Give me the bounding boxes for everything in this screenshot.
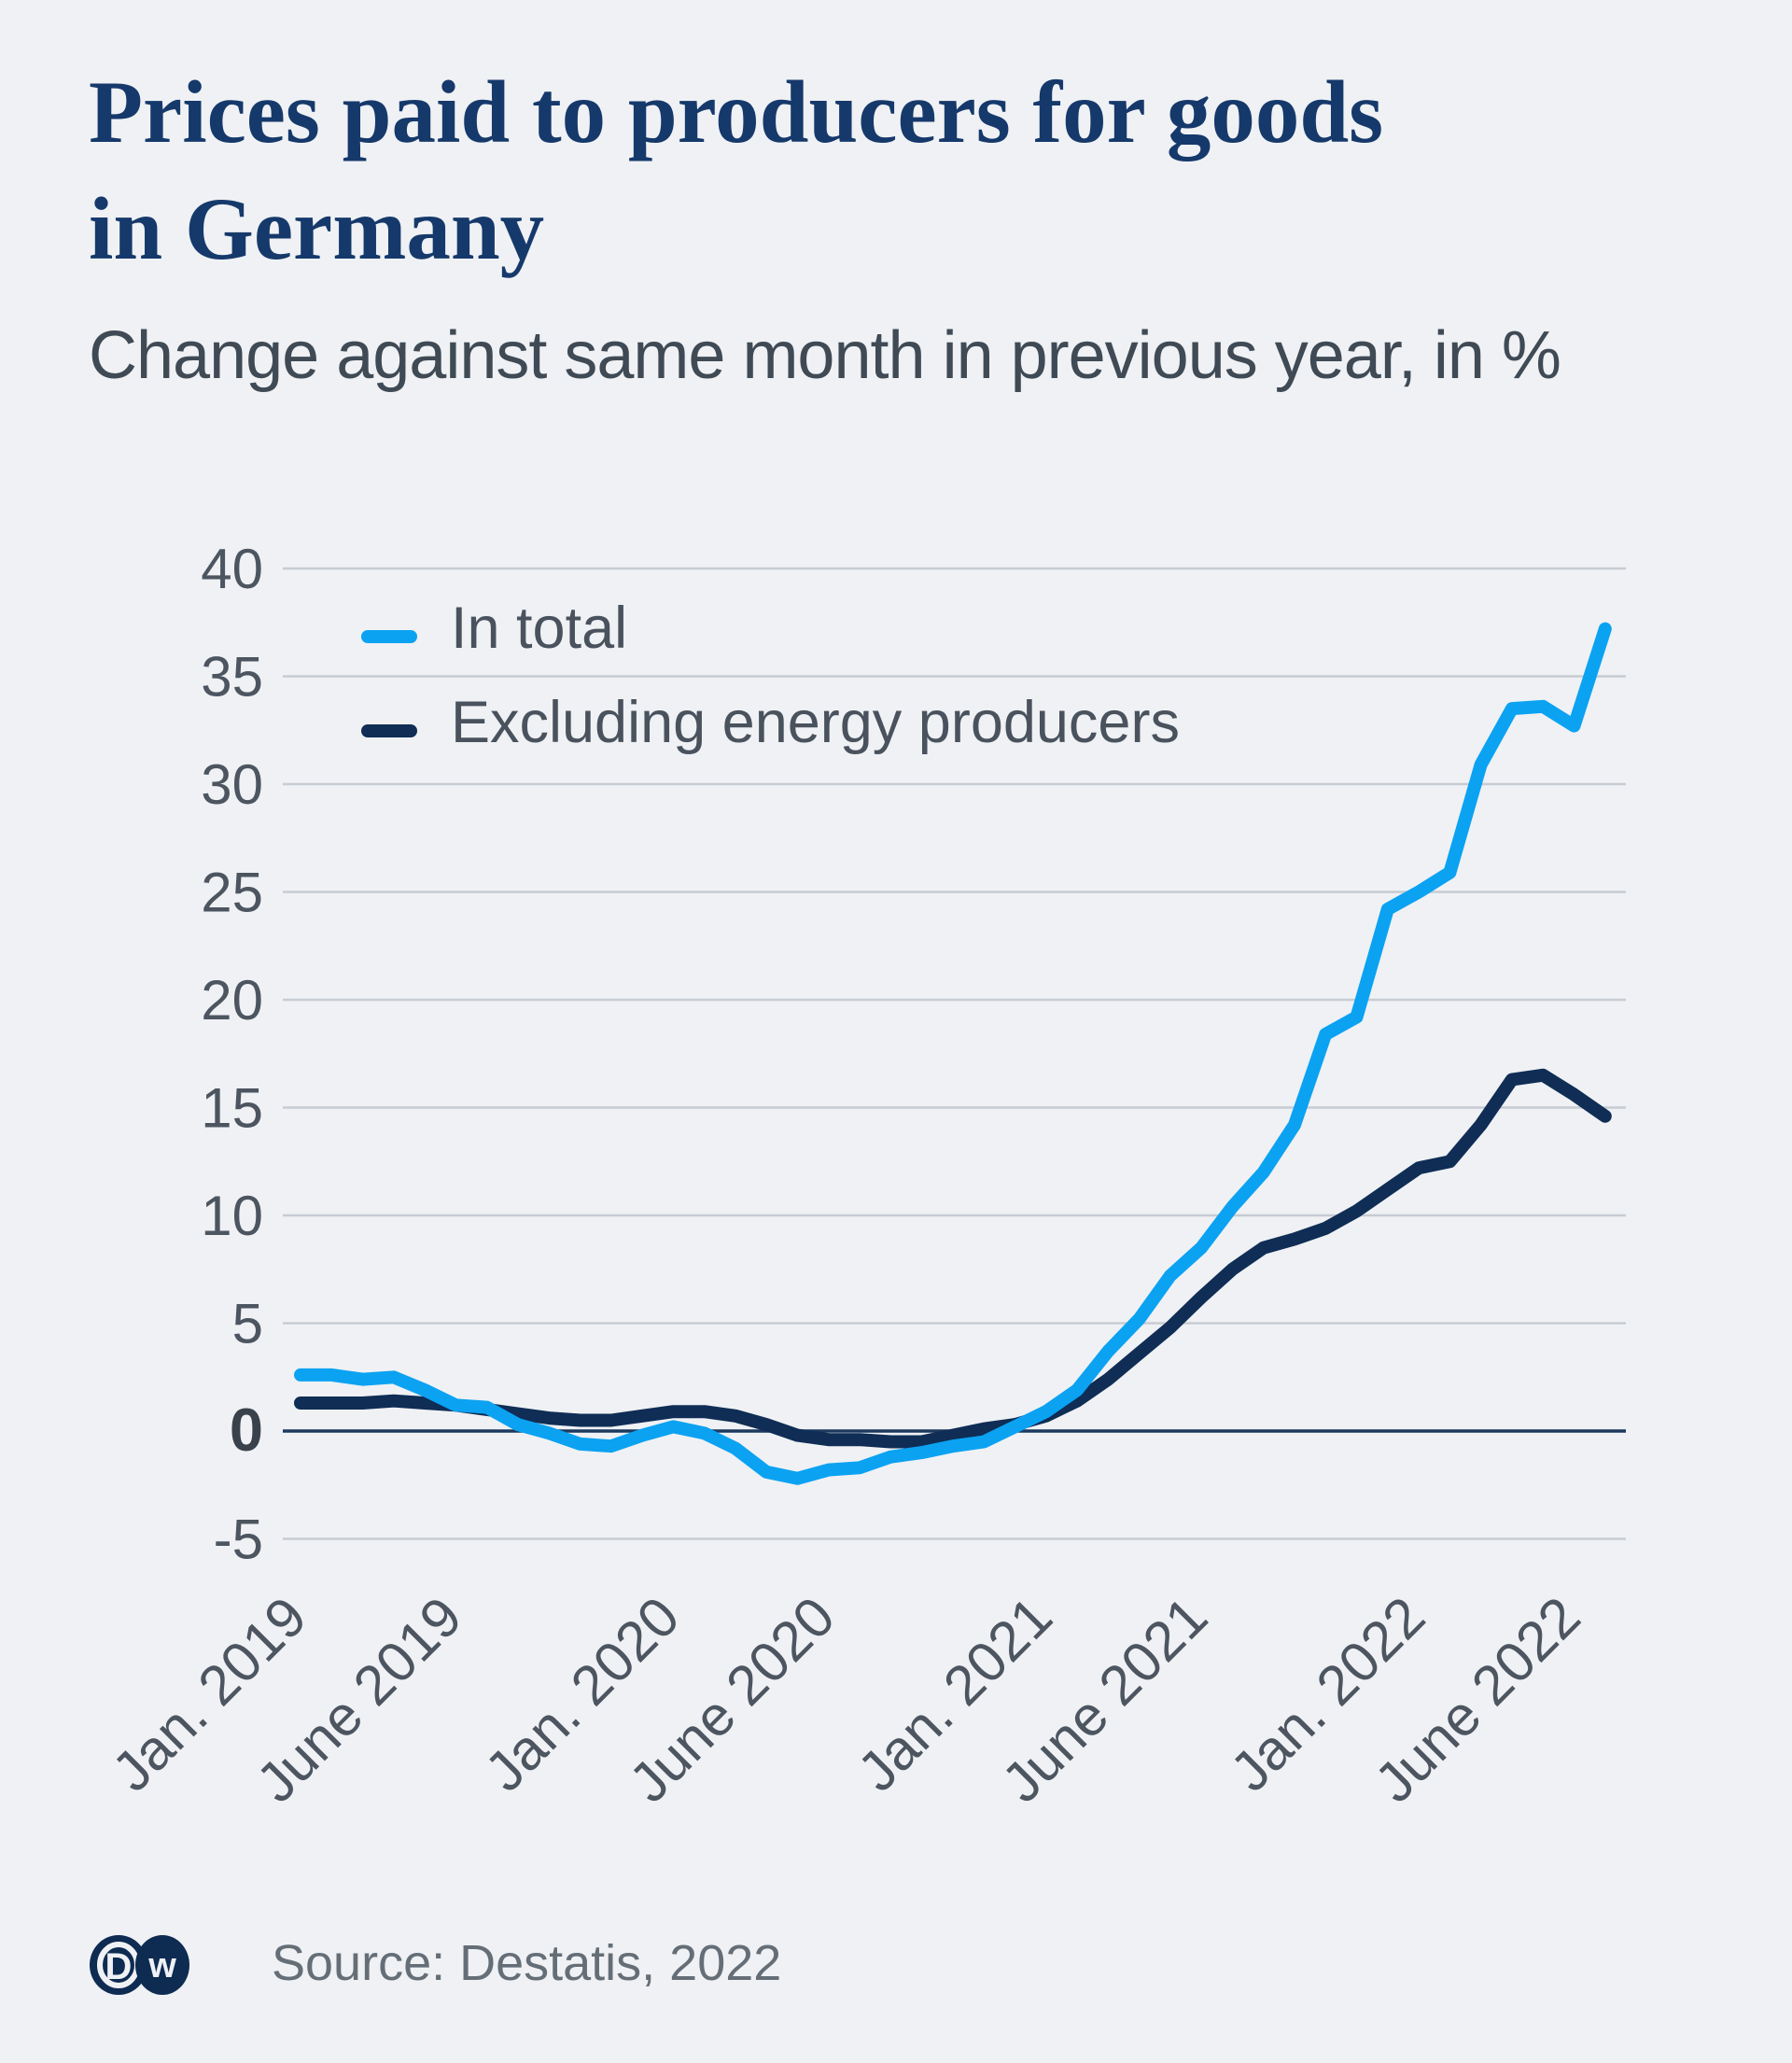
series-line-in-total	[294, 622, 1612, 1485]
dw-logo-icon: D w	[90, 1935, 189, 1995]
source-credit: Source: Destatis, 2022	[272, 1935, 782, 1991]
y-axis-tick-label: 0	[230, 1396, 263, 1464]
legend: In total Excluding energy producers	[361, 581, 1180, 769]
dw-logo-letter-d: D	[105, 1946, 133, 1987]
y-axis-tick-label: 10	[201, 1185, 263, 1247]
legend-label: Excluding energy producers	[451, 689, 1180, 755]
series-line-excluding-energy	[294, 1068, 1612, 1449]
in-total-line-swatch	[361, 629, 417, 643]
y-axis-tick-label: 30	[201, 753, 263, 816]
y-axis-tick-label: -5	[214, 1509, 263, 1571]
y-axis-tick-label: 5	[232, 1293, 263, 1355]
y-axis-tick-label: 15	[201, 1077, 263, 1140]
page-title: Prices paid to producers for goods in Ge…	[89, 63, 1384, 279]
legend-item-excluding-energy: Excluding energy producers	[361, 675, 1180, 769]
dw-logo-letter-w: w	[147, 1946, 176, 1986]
legend-label: In total	[451, 595, 628, 661]
y-axis-tick-label: 25	[201, 862, 263, 924]
excluding-energy-line-swatch	[361, 723, 417, 737]
y-axis-tick-label: 20	[201, 969, 263, 1032]
page-subtitle: Change against same month in previous ye…	[89, 318, 1561, 393]
y-axis-tick-label: 40	[201, 538, 263, 600]
legend-item-in-total: In total	[361, 581, 1180, 675]
dw-logo-right-oval	[135, 1935, 189, 1995]
y-axis-tick-label: 35	[201, 646, 263, 709]
